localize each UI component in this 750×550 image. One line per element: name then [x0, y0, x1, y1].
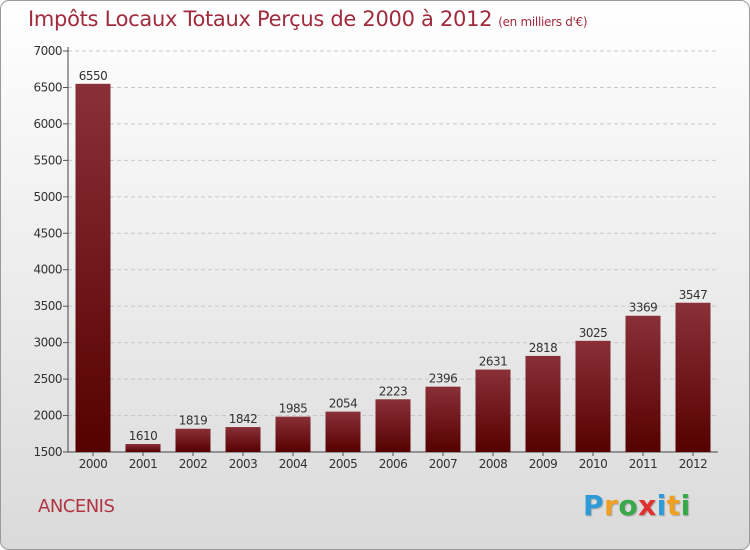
x-tick-label: 2010 [579, 457, 608, 471]
proxiti-logo[interactable]: Proxiti [583, 489, 691, 522]
logo-letter: i [656, 489, 667, 522]
bar [75, 83, 111, 453]
bar [425, 386, 461, 452]
bar [675, 302, 711, 452]
logo-letter: r [604, 489, 619, 522]
y-tick-label: 4000 [33, 263, 62, 277]
data-label: 1985 [279, 402, 308, 416]
y-tick-label: 2500 [33, 372, 62, 386]
data-label: 1610 [129, 429, 158, 443]
bar [475, 369, 511, 452]
bar [625, 315, 661, 452]
bar [525, 355, 561, 452]
y-tick-label: 1500 [33, 445, 62, 459]
bar [375, 399, 411, 452]
logo-letter: o [618, 489, 639, 522]
logo-letter: t [666, 489, 681, 522]
y-tick-label: 7000 [33, 44, 62, 58]
data-label: 1842 [229, 412, 258, 426]
x-tick-label: 2003 [229, 457, 258, 471]
x-tick-label: 2004 [279, 457, 308, 471]
data-label: 2631 [479, 355, 508, 369]
x-tick-label: 2005 [329, 457, 358, 471]
bar [275, 416, 311, 452]
bar [575, 340, 611, 452]
bar [175, 428, 211, 452]
chart-title-text: Impôts Locaux Totaux Perçus de 2000 à 20… [28, 7, 493, 31]
bar [125, 443, 161, 452]
logo-letter: i [680, 489, 691, 522]
x-tick-label: 2012 [679, 457, 708, 471]
y-tick-label: 3500 [33, 299, 62, 313]
y-tick-label: 2000 [33, 409, 62, 423]
data-label: 2396 [429, 372, 458, 386]
chart-subtitle: (en milliers d'€) [498, 15, 588, 29]
y-tick-label: 6500 [33, 80, 62, 94]
logo-letter: P [583, 489, 605, 522]
x-tick-label: 2006 [379, 457, 408, 471]
x-tick-label: 2008 [479, 457, 508, 471]
bar [225, 427, 261, 452]
data-label: 3025 [579, 326, 608, 340]
x-tick-label: 2009 [529, 457, 558, 471]
data-label: 2054 [329, 397, 358, 411]
y-tick-label: 5500 [33, 153, 62, 167]
x-tick-label: 2002 [179, 457, 208, 471]
y-tick-label: 3000 [33, 336, 62, 350]
data-label: 6550 [79, 69, 108, 83]
data-label: 2818 [529, 341, 558, 355]
data-label: 2223 [379, 384, 408, 398]
data-label: 3369 [629, 301, 658, 315]
y-tick-label: 4500 [33, 226, 62, 240]
bar [325, 411, 361, 452]
x-tick-label: 2000 [79, 457, 108, 471]
chart-title: Impôts Locaux Totaux Perçus de 2000 à 20… [28, 7, 588, 31]
y-tick-label: 5000 [33, 190, 62, 204]
x-tick-label: 2007 [429, 457, 458, 471]
bars [75, 83, 711, 453]
x-tick-label: 2011 [629, 457, 658, 471]
city-name: ANCENIS [38, 496, 115, 517]
data-label: 1819 [179, 414, 208, 428]
x-tick-label: 2001 [129, 457, 158, 471]
y-tick-label: 6000 [33, 117, 62, 131]
data-label: 3547 [679, 288, 708, 302]
logo-letter: x [638, 489, 657, 522]
data-labels: 6550 1610 1819 1842 1985 2054 2223 2396 2631 2818… [79, 69, 708, 443]
